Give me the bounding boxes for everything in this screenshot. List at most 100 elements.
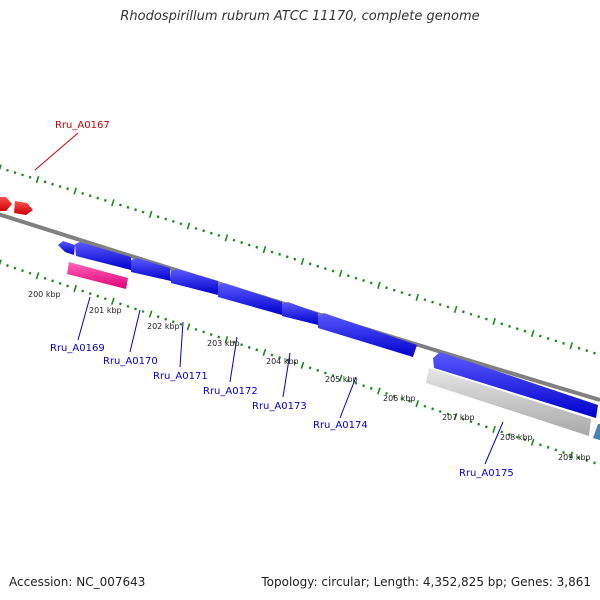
outer-ring-tick	[515, 327, 519, 331]
gene-feature-blue-1[interactable]	[75, 242, 131, 270]
inner-ring-tick	[392, 394, 396, 398]
inner-ring-tick	[96, 294, 100, 298]
gene-feature-blue-7[interactable]	[433, 352, 598, 418]
outer-ring-tick	[73, 187, 77, 195]
inner-ring-tick	[209, 333, 213, 337]
inner-ring-tick	[562, 451, 565, 455]
gene-label-rru-a0170[interactable]: Rru_A0170	[103, 356, 158, 367]
inner-ring-tick	[35, 272, 40, 280]
outer-ring-tick	[530, 330, 535, 338]
outer-ring-tick	[66, 187, 70, 191]
inner-ring-tick	[369, 386, 373, 390]
gene-feature-grey[interactable]	[426, 368, 591, 436]
gene-feature-red-1[interactable]	[0, 197, 12, 211]
outer-ring-tick	[270, 250, 274, 254]
outer-ring-tick	[538, 334, 542, 338]
inner-ring-tick	[240, 343, 244, 347]
inner-ring-tick	[554, 448, 558, 452]
outer-ring-tick	[81, 191, 85, 195]
inner-ring-tick	[453, 412, 458, 421]
outer-ring-tick	[171, 219, 175, 223]
outer-ring-tick	[323, 267, 327, 271]
genome-summary: Topology: circular; Length: 4,352,825 bp…	[261, 575, 591, 589]
outer-ring-tick	[492, 317, 496, 326]
outer-ring-tick	[461, 310, 465, 314]
inner-ring-tick	[331, 374, 335, 377]
inner-ring-tick	[385, 391, 388, 395]
inner-ring-tick	[0, 259, 2, 266]
gene-feature-blue-4[interactable]	[218, 283, 282, 315]
outer-ring-tick	[300, 257, 305, 266]
gene-label-rru-a0171[interactable]: Rru_A0171	[153, 371, 208, 382]
gene-label-rru-a0167[interactable]: Rru_A0167	[55, 120, 110, 131]
outer-tick-ring	[0, 164, 596, 355]
outer-ring-tick	[562, 341, 565, 345]
inner-ring-tick	[323, 371, 327, 375]
gene-feature-pink[interactable]	[67, 262, 128, 289]
inner-ring-tick	[118, 302, 122, 306]
outer-ring-tick	[21, 173, 24, 177]
inner-ring-tick	[126, 304, 130, 308]
outer-ring-tick	[423, 298, 427, 302]
outer-ring-tick	[35, 175, 40, 184]
outer-ring-tick	[400, 291, 404, 295]
inner-ring-tick	[538, 443, 542, 447]
outer-ring-tick	[316, 264, 320, 268]
gene-label-rru-a0174[interactable]: Rru_A0174	[313, 420, 368, 431]
gene-label-rru-a0172[interactable]: Rru_A0172	[203, 386, 258, 397]
inner-ring-tick	[354, 381, 358, 385]
inner-ring-tick	[270, 353, 274, 357]
inner-ring-tick	[13, 266, 17, 270]
inner-ring-tick	[300, 361, 305, 369]
gene-label-rru-a0175[interactable]: Rru_A0175	[459, 468, 514, 479]
inner-ring-tick	[66, 284, 70, 288]
inner-ring-tick	[569, 451, 574, 459]
inner-ring-tick	[546, 445, 550, 449]
inner-ring-tick	[446, 412, 450, 416]
outer-ring-tick	[431, 300, 434, 304]
outer-ring-tick	[293, 257, 297, 261]
gene-feature-blue-3[interactable]	[171, 269, 218, 295]
gene-feature-steel[interactable]	[593, 424, 600, 442]
outer-ring-tick	[308, 262, 312, 266]
outer-ring-tick	[217, 233, 221, 237]
gene-feature-blue-6[interactable]	[318, 313, 417, 357]
gene-feature-blue-5[interactable]	[282, 302, 318, 325]
gene-feature-red-2[interactable]	[14, 201, 33, 215]
outer-ring-tick	[500, 322, 504, 326]
inner-ring-tick	[262, 348, 267, 357]
inner-tick-ring	[0, 259, 596, 465]
outer-ring-tick	[156, 215, 160, 219]
outer-ring-tick	[126, 205, 130, 209]
outer-ring-tick	[118, 203, 122, 207]
inner-ring-tick	[179, 322, 183, 326]
inner-ring-tick	[308, 366, 312, 370]
outer-ring-tick	[354, 276, 358, 280]
scale-label-204: 204 kbp	[266, 357, 299, 366]
inner-ring-tick	[400, 397, 404, 401]
scale-label-201: 201 kbp	[89, 306, 122, 315]
outer-ring-tick	[446, 305, 450, 309]
scale-label-206: 206 kbp	[383, 394, 416, 403]
outer-ring-tick	[285, 255, 289, 259]
outer-ring-tick	[362, 279, 366, 283]
outer-ring-tick	[247, 243, 251, 247]
gene-label-rru-a0173[interactable]: Rru_A0173	[252, 401, 307, 412]
outer-ring-tick	[569, 342, 574, 350]
gene-feature-blue-2[interactable]	[131, 258, 171, 281]
outer-ring-tick	[28, 175, 32, 179]
inner-ring-tick	[21, 269, 24, 273]
outer-ring-tick	[262, 246, 267, 254]
outer-ring-tick	[186, 222, 191, 230]
outer-ring-tick	[202, 229, 206, 233]
inner-ring-tick	[232, 340, 236, 344]
scale-label-209: 209 kbp	[558, 453, 591, 462]
inner-ring-tick	[202, 330, 206, 334]
inner-ring-tick	[423, 404, 427, 408]
outer-ring-tick	[51, 182, 54, 186]
gene-label-rru-a0169[interactable]: Rru_A0169	[50, 343, 105, 354]
outer-ring-tick	[392, 288, 396, 292]
gene-feature-small-blue[interactable]	[58, 241, 75, 255]
outer-ring-tick	[484, 317, 488, 321]
